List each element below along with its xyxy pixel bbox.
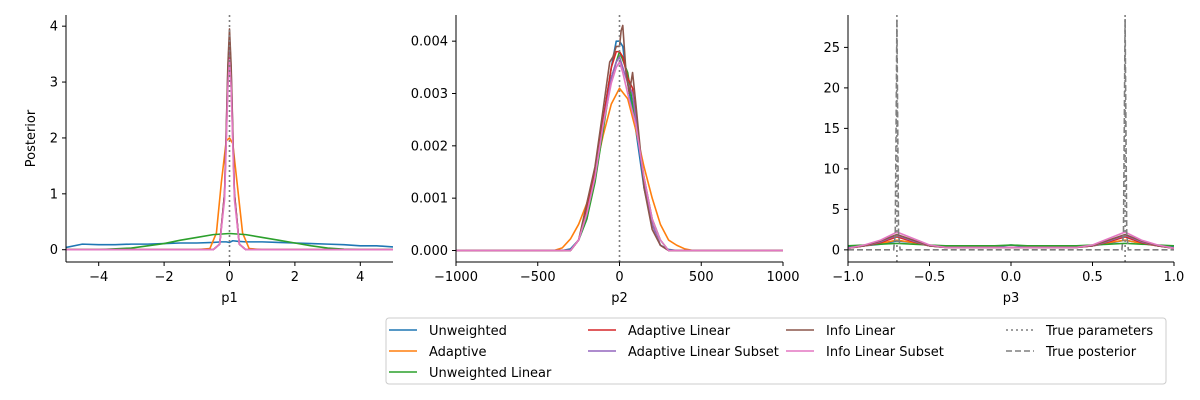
y-tick-label: 20 — [823, 81, 840, 96]
x-axis-label: p3 — [1003, 291, 1020, 306]
y-tick-label: 0.004 — [411, 35, 448, 50]
y-tick-label: 1 — [50, 187, 58, 202]
x-tick-label: 0 — [225, 270, 233, 285]
y-tick-label: 10 — [823, 162, 840, 177]
y-axis-label: Posterior — [24, 109, 39, 167]
y-tick-label: 0.002 — [411, 139, 448, 154]
legend-label: Unweighted — [429, 324, 507, 339]
legend-label: True posterior — [1045, 345, 1137, 360]
x-tick-label: 500 — [689, 270, 714, 285]
y-tick-label: 25 — [823, 41, 840, 56]
legend-item-true-parameters: True parameters — [1006, 324, 1153, 339]
legend-label: True parameters — [1045, 324, 1153, 339]
y-tick-label: 0 — [50, 243, 58, 258]
x-tick-label: 0.5 — [1082, 270, 1103, 285]
plot-area — [456, 15, 783, 262]
x-tick-label: 2 — [291, 270, 299, 285]
legend-item-true-posterior: True posterior — [1006, 345, 1137, 360]
x-tick-label: −4 — [89, 270, 108, 285]
x-tick-label: 0 — [615, 270, 623, 285]
x-tick-label: −1.0 — [832, 270, 864, 285]
panel-2: −1000 −500 0 500 1000 0.000 0.001 0.002 0.003 0.0… — [411, 15, 800, 306]
y-tick-label: 15 — [823, 122, 840, 137]
legend-label: Adaptive — [429, 345, 487, 360]
x-axis-label: p2 — [611, 291, 628, 306]
legend-item-info-linear: Info Linear — [786, 324, 896, 339]
legend-item-adaptive-linear-subset: Adaptive Linear Subset — [588, 345, 779, 360]
x-tick-label: −0.5 — [914, 270, 946, 285]
legend-frame — [385, 317, 1167, 385]
x-axis-label: p1 — [221, 291, 238, 306]
x-tick-label: 1000 — [766, 270, 799, 285]
legend-label: Unweighted Linear — [429, 366, 552, 381]
plot-area — [848, 15, 1174, 262]
legend-label: Adaptive Linear Subset — [628, 345, 779, 360]
y-tick-label: 0.003 — [411, 87, 448, 102]
x-tick-label: −500 — [520, 270, 556, 285]
y-tick-label: 3 — [50, 76, 58, 91]
y-tick-label: 5 — [832, 203, 840, 218]
x-tick-label: −1000 — [434, 270, 478, 285]
y-tick-label: 0 — [832, 243, 840, 258]
y-tick-label: 2 — [50, 131, 58, 146]
y-tick-label: 4 — [50, 20, 58, 35]
legend-item-adaptive: Adaptive — [389, 345, 487, 360]
plot-area — [66, 15, 393, 262]
legend-item-info-linear-subset: Info Linear Subset — [786, 345, 944, 360]
legend-item-adaptive-linear: Adaptive Linear — [588, 324, 731, 339]
legend-item-unweighted: Unweighted — [389, 324, 507, 339]
series-line-info-linear-subset — [848, 231, 1174, 250]
series-line-info-linear — [456, 24, 783, 252]
series-line-adaptive — [66, 137, 393, 251]
true-posterior-line — [848, 19, 1174, 251]
legend-item-unweighted-linear: Unweighted Linear — [389, 366, 552, 381]
series-line-unweighted — [66, 239, 393, 249]
panel-3: −1.0 −0.5 0.0 0.5 1.0 0 5 10 15 20 25 p3 — [823, 15, 1184, 306]
series-line-adaptive — [456, 87, 783, 252]
series-line-info-linear-subset — [456, 61, 783, 252]
legend-label: Info Linear Subset — [826, 345, 944, 360]
x-tick-label: 1.0 — [1164, 270, 1185, 285]
y-tick-label: 0.000 — [411, 244, 448, 259]
y-tick-label: 0.001 — [411, 192, 448, 207]
series-line-info-linear-subset — [66, 58, 393, 251]
legend: Unweighted Adaptive Unweighted Linear Adapt… — [385, 317, 1167, 385]
x-tick-label: −2 — [155, 270, 174, 285]
series-line-unweighted-linear — [848, 242, 1174, 247]
x-tick-label: 0.0 — [1001, 270, 1022, 285]
x-tick-label: 4 — [356, 270, 364, 285]
legend-label: Adaptive Linear — [628, 324, 731, 339]
panel-1: −4 −2 0 2 4 0 1 2 3 4 p1 Posterior — [24, 15, 393, 306]
legend-label: Info Linear — [826, 324, 896, 339]
